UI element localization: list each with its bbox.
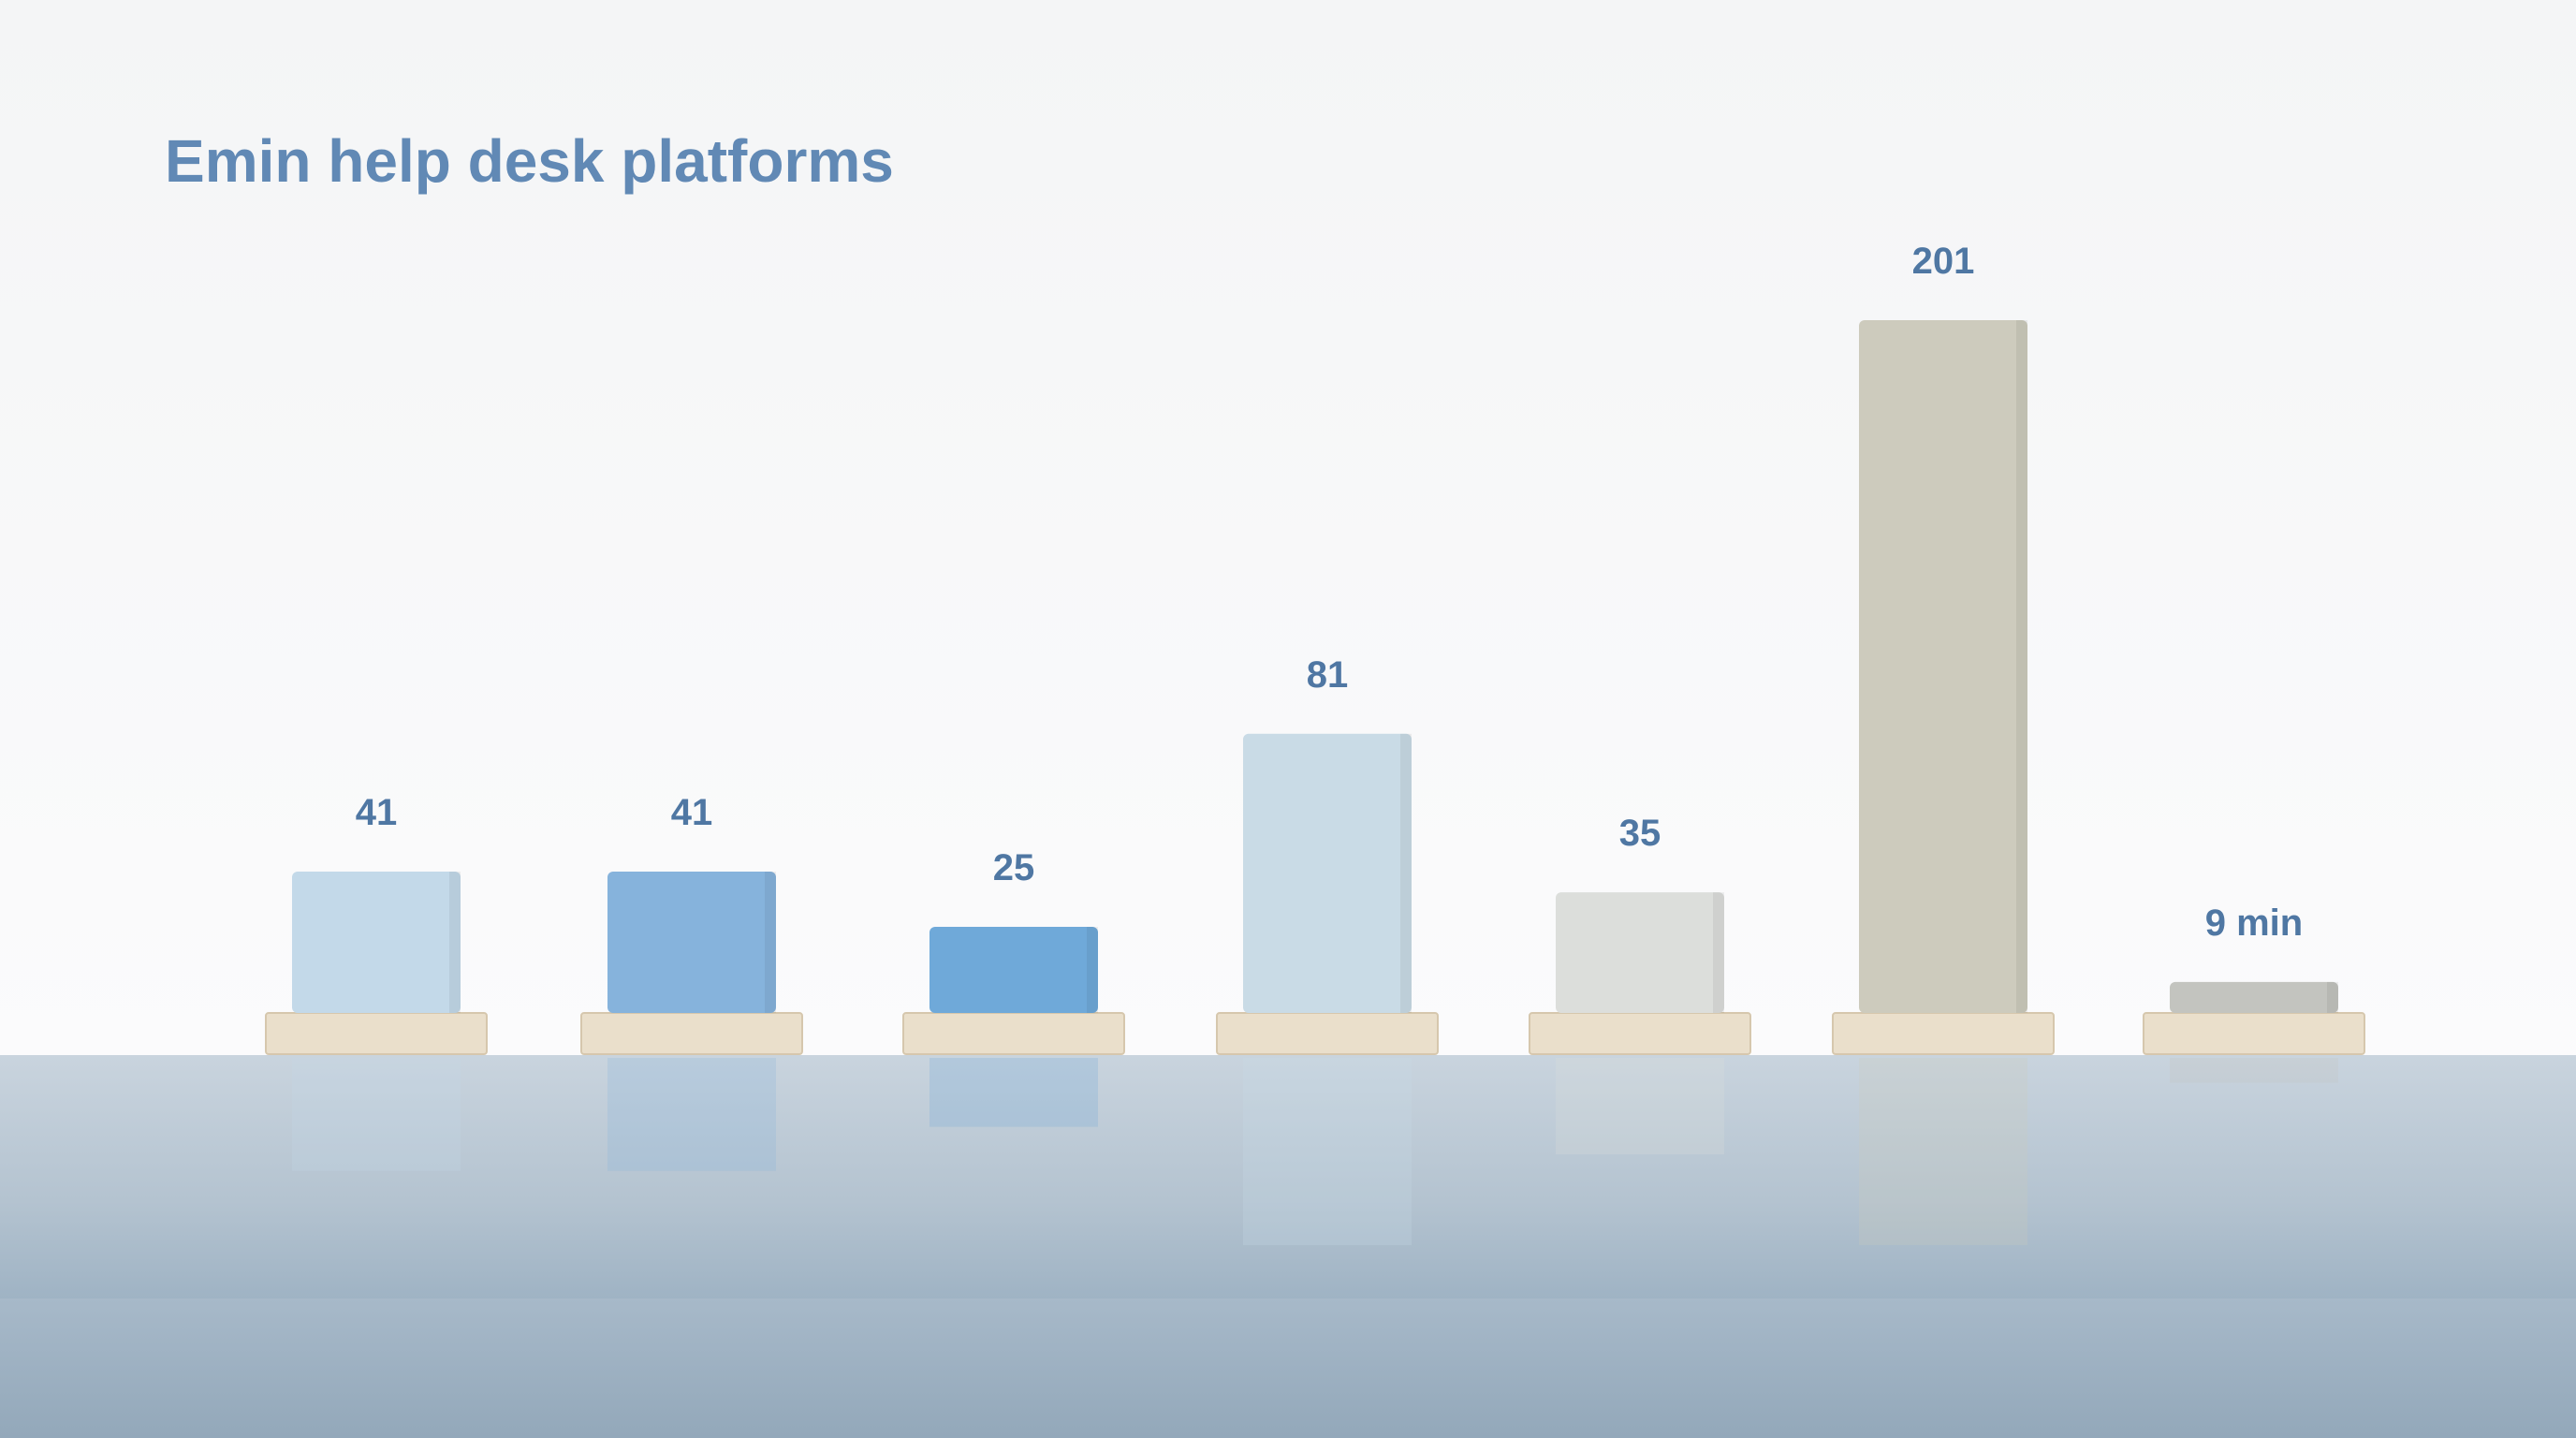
bar-base xyxy=(1216,1012,1439,1055)
bar-side xyxy=(2016,320,2027,1013)
bars: 41 41 25 81 35 201 9 min xyxy=(265,241,2365,1245)
bar-reflection xyxy=(929,1058,1098,1127)
bar-side xyxy=(765,872,776,1013)
bar-reflection xyxy=(1243,1058,1412,1245)
value-label: 201 xyxy=(1912,241,1975,282)
bar xyxy=(292,872,461,1013)
bar-base xyxy=(1529,1012,1751,1055)
value-label: 35 xyxy=(1619,813,1661,854)
bar-reflection xyxy=(292,1058,461,1171)
bar-reflection xyxy=(1556,1058,1724,1155)
bar-base xyxy=(265,1012,488,1055)
value-label: 41 xyxy=(356,792,398,833)
bar xyxy=(1556,892,1724,1013)
floor xyxy=(0,1055,2576,1299)
bar-reflection xyxy=(1859,1058,2027,1245)
value-label: 25 xyxy=(993,847,1035,888)
value-label: 81 xyxy=(1307,654,1349,696)
bar-reflection xyxy=(607,1058,776,1171)
bar xyxy=(1859,320,2027,1013)
floor-edge xyxy=(0,1299,2576,1438)
bar-side xyxy=(1713,892,1724,1013)
bar-base xyxy=(580,1012,803,1055)
bar-reflection xyxy=(2170,1058,2338,1083)
bar-base xyxy=(902,1012,1125,1055)
bar xyxy=(607,872,776,1013)
value-label: 41 xyxy=(671,792,713,833)
bar-side xyxy=(1087,926,1098,1013)
bar xyxy=(2170,981,2338,1013)
bar-base xyxy=(2143,1012,2365,1055)
bar-side xyxy=(1400,733,1412,1013)
value-label: 9 min xyxy=(2205,902,2303,944)
bar xyxy=(1243,733,1412,1013)
bar-side xyxy=(2327,981,2338,1013)
bar-side xyxy=(449,872,461,1013)
bar-base xyxy=(1832,1012,2055,1055)
chart-title: Emin help desk platforms xyxy=(165,127,894,195)
bar xyxy=(929,926,1098,1013)
